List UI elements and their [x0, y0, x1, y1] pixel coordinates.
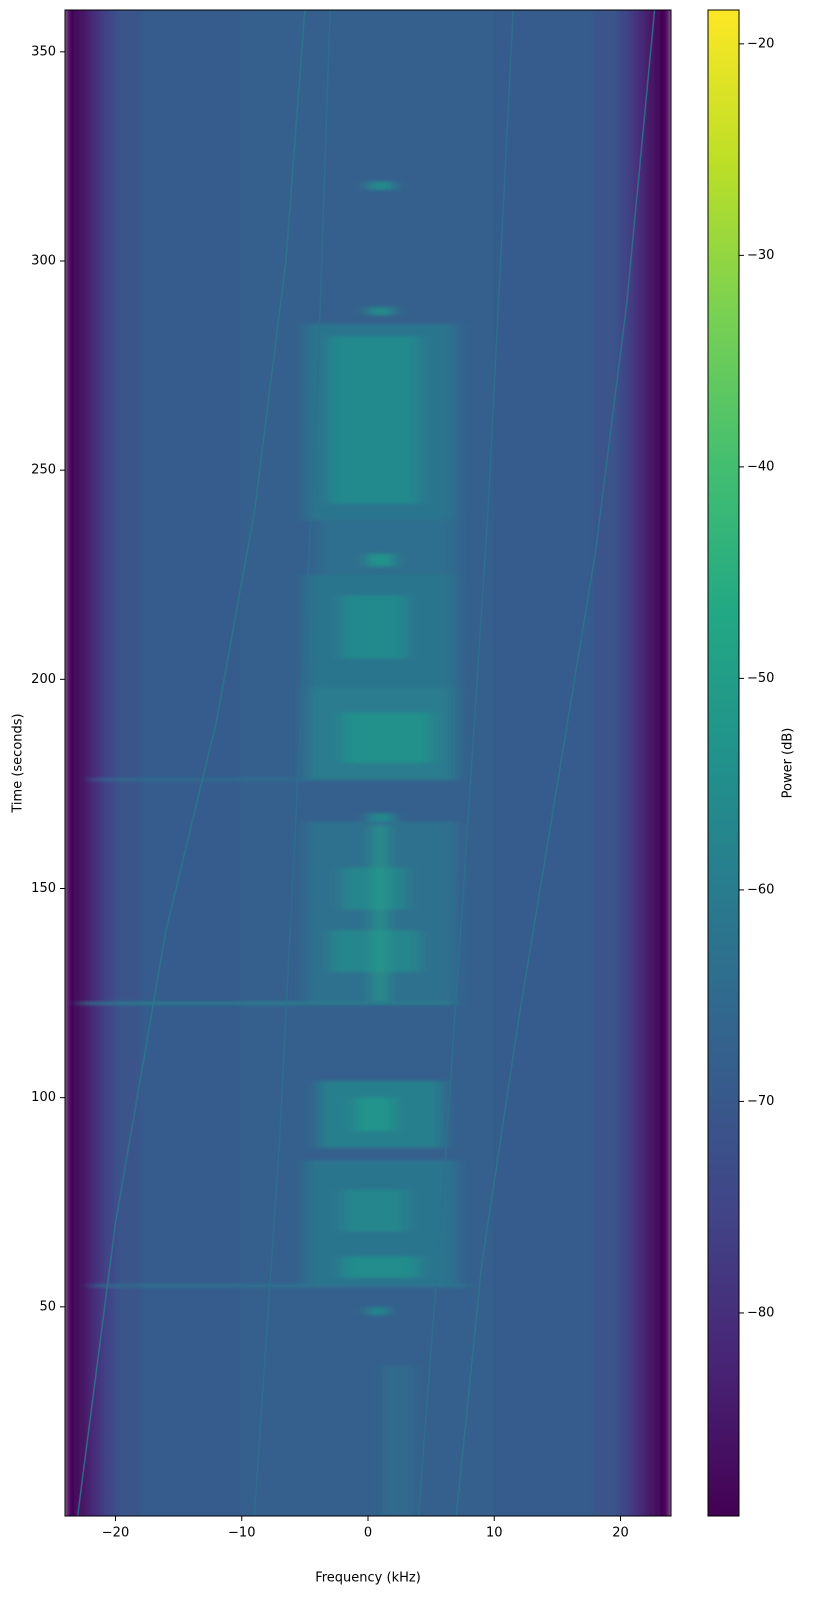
- colorbar: [707, 9, 740, 1517]
- burst: [330, 930, 419, 973]
- burst: [90, 778, 457, 781]
- colorbar-tick-label: −40: [747, 459, 774, 474]
- burst: [355, 1097, 394, 1132]
- burst: [342, 595, 406, 659]
- colorbar-tick-label: −70: [747, 1094, 774, 1109]
- drifting-tone: [253, 10, 331, 1516]
- x-axis-label: Frequency (kHz): [315, 1571, 421, 1586]
- colorbar-tick-label: −20: [747, 36, 774, 51]
- colorbar-tick-label: −80: [747, 1305, 774, 1320]
- x-tick-label: −20: [102, 1526, 129, 1541]
- background-band: [76, 10, 92, 1516]
- drifting-tone: [76, 10, 306, 1516]
- burst: [342, 1256, 419, 1278]
- burst: [375, 825, 385, 1002]
- burst: [368, 181, 394, 190]
- background-band: [114, 10, 142, 1516]
- x-tick-label: −10: [228, 1526, 255, 1541]
- plot-area: [65, 10, 671, 1516]
- x-tick-label: 0: [364, 1526, 372, 1541]
- y-tick-label: 50: [39, 1299, 56, 1314]
- burst: [388, 1365, 392, 1516]
- background-band: [632, 10, 647, 1516]
- y-tick-label: 200: [31, 672, 56, 687]
- background-band: [65, 10, 79, 1516]
- burst: [368, 307, 394, 316]
- burst: [317, 520, 457, 575]
- background-band: [89, 10, 104, 1516]
- burst: [342, 867, 406, 910]
- x-tick-label: 20: [612, 1526, 629, 1541]
- background-band: [657, 10, 671, 1516]
- y-tick-label: 300: [31, 254, 56, 269]
- background-band: [493, 10, 597, 1516]
- y-tick-label: 150: [31, 881, 56, 896]
- background-band: [619, 10, 635, 1516]
- background-band: [644, 10, 660, 1516]
- y-axis-label: Time (seconds): [11, 713, 26, 813]
- burst: [330, 336, 419, 504]
- background-band: [139, 10, 243, 1516]
- colorbar-tick-label: −30: [747, 248, 774, 263]
- background-band: [594, 10, 622, 1516]
- burst: [342, 712, 432, 763]
- y-tick-label: 250: [31, 463, 56, 478]
- drifting-tone: [417, 10, 514, 1516]
- colorbar-tick-label: −60: [747, 882, 774, 897]
- x-tick-label: 10: [486, 1526, 503, 1541]
- burst: [368, 553, 394, 567]
- burst: [77, 1002, 457, 1005]
- burst: [404, 1365, 409, 1516]
- burst: [368, 1306, 387, 1316]
- burst: [368, 813, 394, 822]
- burst: [342, 1189, 406, 1232]
- drifting-tone: [455, 10, 656, 1516]
- colorbar-tick-label: −50: [747, 671, 774, 686]
- burst: [90, 1284, 469, 1287]
- colorbar-label: Power (dB): [781, 728, 796, 799]
- bursts: [77, 181, 469, 1516]
- background-band: [101, 10, 117, 1516]
- y-tick-label: 350: [31, 44, 56, 59]
- background: [65, 10, 671, 1516]
- y-tick-label: 100: [31, 1090, 56, 1105]
